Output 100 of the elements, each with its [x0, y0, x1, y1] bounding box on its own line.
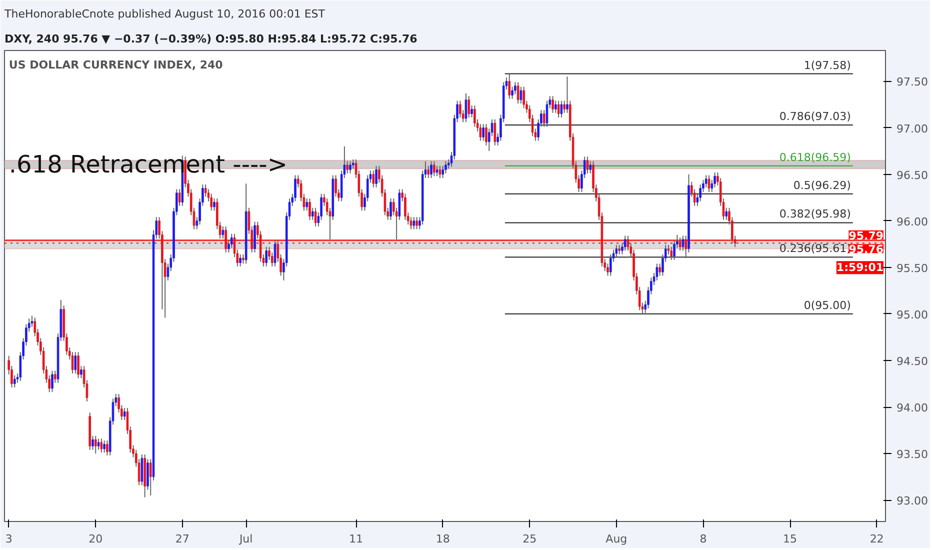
candlestick	[474, 104, 476, 128]
candlestick	[106, 440, 108, 456]
candlestick	[77, 352, 80, 379]
candlestick	[670, 246, 673, 260]
candlestick	[606, 263, 609, 276]
candlestick	[74, 352, 77, 374]
candlestick	[714, 172, 716, 188]
candlestick	[589, 160, 592, 174]
y-tick-label: 95.50	[896, 262, 928, 275]
candlestick	[554, 100, 557, 114]
x-tick-label: 25	[522, 532, 537, 546]
candlestick	[224, 226, 227, 253]
candlestick	[178, 188, 181, 206]
candlestick	[560, 100, 563, 118]
ref-line-label: 95.79	[848, 229, 884, 242]
y-tick-label: 93.00	[896, 494, 928, 508]
candlestick	[522, 86, 525, 109]
candlestick	[609, 254, 612, 276]
chart-subtitle: DXY, 240 95.76 ▼ −0.37 (−0.39%) O:95.80 H:95.84 L:95.72 C:95.76	[4, 32, 418, 46]
candlestick	[438, 165, 442, 179]
candlestick	[97, 438, 100, 450]
x-tick-label: 27	[175, 532, 190, 546]
candlestick	[100, 438, 103, 454]
candlestick	[430, 160, 432, 179]
candlestick	[624, 235, 626, 252]
candlestick	[542, 110, 546, 128]
candlestick	[204, 184, 207, 198]
y-tick-label: 94.00	[896, 402, 928, 415]
text: TheHonorableCnote published August 10, 2016 00:01 EST	[4, 8, 326, 20]
candlestick	[123, 407, 126, 421]
candlestick	[708, 174, 710, 192]
candlestick	[678, 237, 682, 252]
ref-line-label: 1(97.58)	[804, 58, 851, 72]
candlestick	[390, 198, 392, 220]
candlestick	[149, 458, 152, 496]
candlestick	[436, 165, 438, 177]
candlestick	[459, 100, 462, 118]
candlestick	[482, 124, 484, 142]
candlestick	[239, 254, 242, 267]
candlestick	[586, 156, 589, 174]
candlestick	[520, 86, 522, 104]
candlestick	[725, 207, 728, 220]
ref-line-label: 0(95.00)	[804, 298, 851, 312]
candlestick	[444, 160, 447, 174]
candlestick	[210, 193, 213, 212]
x-tick-label: 20	[88, 532, 103, 546]
candlestick	[311, 207, 314, 220]
x-tick-label: 15	[783, 532, 798, 546]
candlestick	[546, 100, 548, 128]
y-tick-label: 96.50	[896, 168, 928, 182]
candlestick	[140, 454, 144, 486]
candlestick	[265, 246, 268, 267]
candlestick	[30, 315, 34, 328]
candlestick	[468, 96, 470, 118]
annotation: 1:59:01	[836, 261, 884, 274]
candlestick	[699, 184, 702, 202]
x-tick-label: 11	[349, 532, 364, 546]
candlestick	[230, 233, 233, 248]
candlestick	[349, 160, 352, 174]
x-tick-label: Jul	[238, 532, 253, 546]
candlestick	[254, 221, 256, 253]
candlestick	[508, 73, 511, 100]
candlestick	[372, 170, 375, 188]
x-tick-label: 18	[436, 532, 450, 546]
candlestick	[442, 165, 444, 179]
x-tick-label: Aug	[606, 532, 628, 546]
candlestick	[410, 216, 412, 230]
candlestick	[334, 174, 337, 198]
x-tick-label: 8	[700, 532, 707, 546]
y-tick-label: 93.50	[896, 448, 928, 462]
x-tick-label: 22	[870, 532, 884, 546]
candlestick	[566, 76, 568, 114]
ref-line-label: 95.76	[848, 243, 884, 256]
candlestick	[615, 244, 618, 258]
candlestick	[656, 263, 658, 281]
candlestick	[618, 244, 620, 255]
ref-line-label: 0.618(96.59)	[779, 150, 851, 164]
candlestick	[516, 82, 520, 104]
candlestick	[412, 216, 416, 230]
candlestick	[684, 235, 688, 259]
candlestick	[375, 165, 378, 188]
candlestick	[294, 174, 296, 202]
candlestick	[352, 158, 354, 170]
ref-line-label: 0.5(96.29)	[793, 178, 851, 192]
candlestick	[346, 160, 348, 174]
candlestick	[494, 118, 496, 146]
y-tick-label: 95.00	[896, 308, 928, 322]
candlestick	[404, 193, 406, 220]
y-tick-label: 96.00	[896, 215, 928, 228]
candlestick	[242, 254, 244, 264]
candlestick	[94, 435, 97, 454]
y-tick-label: 94.50	[896, 354, 928, 368]
candlestick	[479, 124, 482, 142]
candlestick	[51, 370, 54, 393]
candlestick	[704, 174, 708, 188]
y-tick-label: 97.00	[896, 122, 928, 136]
candlestick	[514, 82, 516, 95]
candlestick	[682, 235, 684, 252]
candlestick	[552, 96, 554, 114]
candlestick	[511, 86, 514, 100]
